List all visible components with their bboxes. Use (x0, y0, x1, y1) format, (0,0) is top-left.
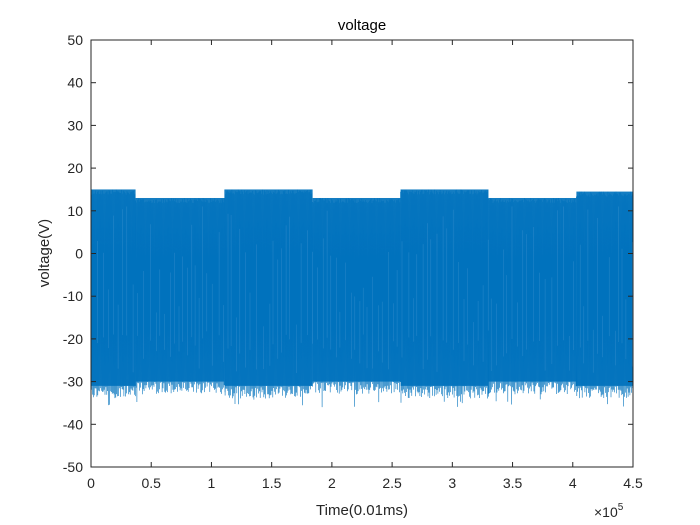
x-tick-label: 1 (208, 475, 216, 491)
x-tick-label: 0.5 (141, 475, 161, 491)
y-tick-label: 0 (75, 246, 83, 262)
y-tick-label: 30 (67, 117, 83, 133)
axes-layer: 0 0.5 1 1.5 2 2.5 3 3.5 4 4.5 -50 -40 -30 -20 -10 0 10 20… (63, 32, 643, 491)
x-tick-label: 2.5 (382, 475, 402, 491)
y-tick-label: -20 (63, 331, 83, 347)
data-layer (91, 189, 633, 408)
y-axis-label: voltage(V) (36, 219, 53, 287)
x-tick-label: 4.5 (623, 475, 643, 491)
series-trace (576, 191, 633, 407)
series-trace (135, 197, 226, 403)
y-tick-label: -30 (63, 374, 83, 390)
series-trace (488, 197, 577, 405)
y-tick-label: 50 (67, 32, 83, 48)
x-tick-label: 3 (448, 475, 456, 491)
x-axis-exponent-base: ×10 (594, 504, 618, 520)
x-axis-label: Time(0.01ms) (316, 502, 408, 519)
y-tick-label: 20 (67, 160, 83, 176)
y-tick-label: -40 (63, 416, 83, 432)
x-tick-label: 0 (87, 475, 95, 491)
y-tick-label: -10 (63, 288, 83, 304)
x-tick-label: 3.5 (503, 475, 523, 491)
y-tick-label: 10 (67, 203, 83, 219)
series-trace (400, 189, 489, 407)
series-texture (91, 206, 633, 373)
chart-title: voltage (338, 17, 386, 34)
series-trace (224, 189, 313, 406)
x-tick-label: 1.5 (262, 475, 282, 491)
x-axis-exponent-power: 5 (618, 502, 624, 513)
x-tick-label: 2 (328, 475, 336, 491)
x-axis-exponent: ×105 (594, 502, 624, 520)
series-trace (312, 197, 401, 408)
y-tick-label: -50 (63, 459, 83, 475)
y-tick-label: 40 (67, 75, 83, 91)
x-tick-label: 4 (569, 475, 577, 491)
